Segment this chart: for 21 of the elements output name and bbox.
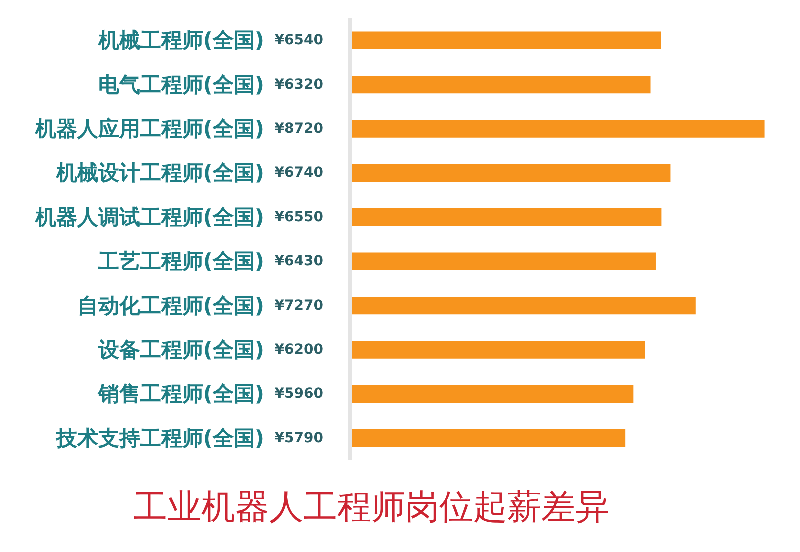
bar (350, 385, 634, 404)
y-tick-label: 技术支持工程师(全国) (55, 426, 265, 450)
text: 工业机器人工程师岗位起薪差异 (134, 488, 610, 528)
bar (350, 120, 765, 138)
bar (350, 341, 646, 359)
y-tick-label: 电气工程师(全国) (98, 72, 265, 97)
bar (350, 32, 662, 50)
y-tick-label: 设备工程师(全国) (97, 338, 265, 362)
y-tick-label: 机器人调试工程师(全国) (34, 205, 265, 230)
bar (350, 76, 651, 94)
y-tick-label: 自动化工程师(全国) (77, 294, 265, 318)
y-tick-label: 机械设计工程师(全国) (55, 161, 265, 186)
bar (350, 430, 626, 448)
bar (350, 164, 671, 182)
y-tick-label: 机器人应用工程师(全国) (34, 117, 265, 141)
y-tick-label: 工艺工程师(全国) (97, 250, 265, 274)
y-tick-label: 机械工程师(全国) (97, 28, 265, 53)
bar (350, 252, 656, 270)
bar (350, 296, 696, 315)
bar (350, 208, 662, 226)
y-tick-label: 销售工程师(全国) (97, 382, 265, 406)
